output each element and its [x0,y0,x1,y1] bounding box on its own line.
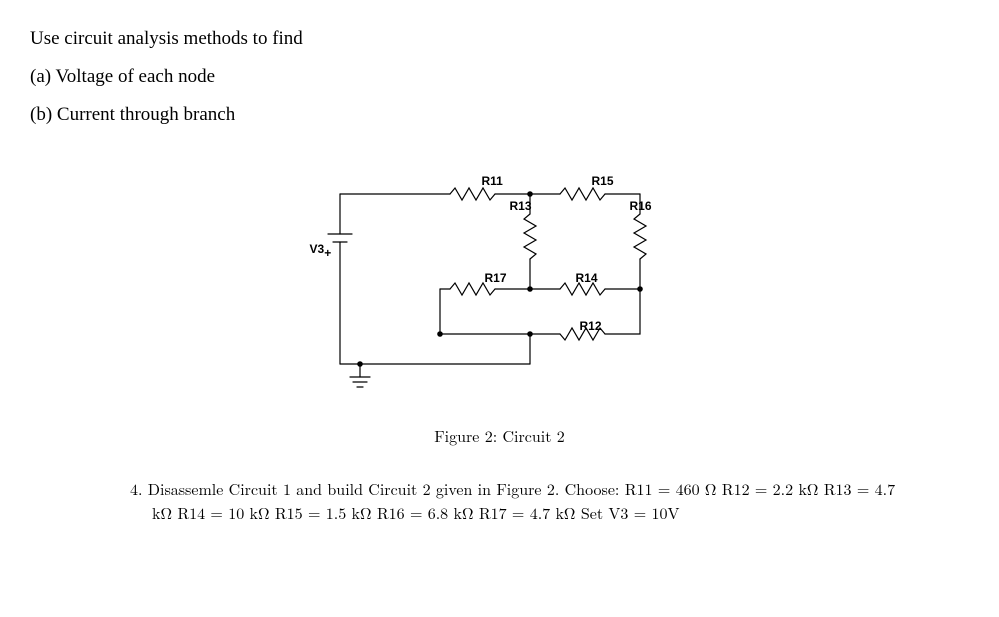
label-v3: V3+ [310,242,332,256]
prompt-part-a: (a) Voltage of each node [30,58,969,96]
problem-number: 4. [130,477,142,500]
question-prompt: Use circuit analysis methods to find (a)… [30,20,969,134]
label-r17: R17 [485,271,507,285]
label-r14: R14 [576,271,598,285]
problem-statement: 4. Disassemle Circuit 1 and build Circui… [52,477,969,525]
problem-text: Disassemle Circuit 1 and build Circuit 2… [148,477,895,524]
label-r12: R12 [580,319,602,333]
prompt-intro: Use circuit analysis methods to find [30,20,969,58]
label-r11: R11 [482,174,503,188]
circuit-diagram: R11 R15 R13 R16 R17 R14 R12 V3+ [300,174,700,404]
label-r16: R16 [630,199,652,213]
prompt-part-b: (b) Current through branch [30,96,969,134]
label-r15: R15 [592,174,614,188]
circuit-figure: R11 R15 R13 R16 R17 R14 R12 V3+ Figure 2… [30,174,969,447]
label-r13: R13 [510,199,532,213]
figure-caption: Figure 2: Circuit 2 [434,424,565,447]
